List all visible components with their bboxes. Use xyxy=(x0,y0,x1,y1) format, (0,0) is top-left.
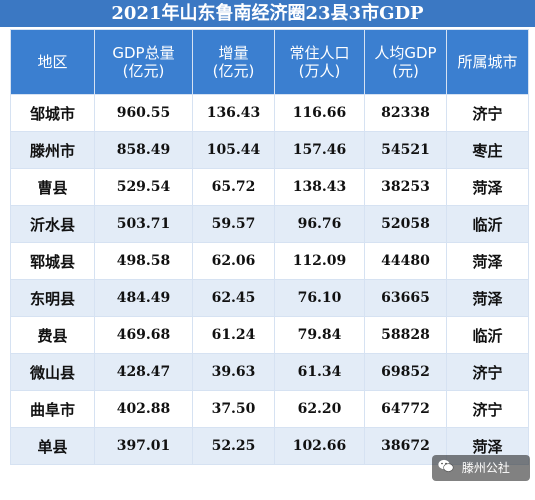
watermark: 滕州公社 xyxy=(432,455,530,481)
wechat-icon xyxy=(438,456,454,482)
value-cell: 105.44 xyxy=(192,131,275,169)
city-cell: 菏泽 xyxy=(446,168,529,206)
column-header-line: (元) xyxy=(392,62,419,80)
column-header-line: 人均GDP xyxy=(374,44,437,62)
column-header-line: 增量 xyxy=(218,44,249,62)
city-cell: 临沂 xyxy=(446,205,529,243)
value-cell: 116.66 xyxy=(274,94,365,132)
value-cell: 858.49 xyxy=(94,131,193,169)
city-cell: 菏泽 xyxy=(446,279,529,317)
value-cell: 79.84 xyxy=(274,316,365,354)
column-header-line: GDP总量 xyxy=(112,44,175,62)
table-row: 曹县 529.54 65.72 138.43 38253 菏泽 xyxy=(10,168,529,206)
table-row: 费县 469.68 61.24 79.84 58828 临沂 xyxy=(10,316,529,354)
value-cell: 62.45 xyxy=(192,279,275,317)
value-cell: 960.55 xyxy=(94,94,193,132)
region-cell: 邹城市 xyxy=(10,94,95,132)
value-cell: 397.01 xyxy=(94,427,193,465)
value-cell: 52.25 xyxy=(192,427,275,465)
region-cell: 曹县 xyxy=(10,168,95,206)
value-cell: 96.76 xyxy=(274,205,365,243)
value-cell: 58828 xyxy=(364,316,447,354)
column-header: 地区 xyxy=(10,29,95,95)
table-row: 郓城县 498.58 62.06 112.09 44480 菏泽 xyxy=(10,242,529,280)
city-cell: 临沂 xyxy=(446,316,529,354)
value-cell: 82338 xyxy=(364,94,447,132)
table-row: 沂水县 503.71 59.57 96.76 52058 临沂 xyxy=(10,205,529,243)
value-cell: 63665 xyxy=(364,279,447,317)
column-header: 所属城市 xyxy=(446,29,529,95)
column-header-line: (亿元) xyxy=(122,62,165,80)
value-cell: 76.10 xyxy=(274,279,365,317)
column-header: 增量 (亿元) xyxy=(192,29,275,95)
value-cell: 54521 xyxy=(364,131,447,169)
value-cell: 157.46 xyxy=(274,131,365,169)
value-cell: 37.50 xyxy=(192,390,275,428)
column-header-line: (亿元) xyxy=(212,62,255,80)
column-header-line: 所属城市 xyxy=(457,53,518,71)
column-header: 人均GDP (元) xyxy=(364,29,447,95)
column-header-line: 地区 xyxy=(37,53,68,71)
column-header: GDP总量 (亿元) xyxy=(94,29,193,95)
value-cell: 64772 xyxy=(364,390,447,428)
city-cell: 济宁 xyxy=(446,353,529,391)
chart-title: 2021年山东鲁南经济圈23县3市GDP xyxy=(0,0,535,27)
column-header: 常住人口 (万人) xyxy=(274,29,365,95)
value-cell: 102.66 xyxy=(274,427,365,465)
city-cell: 枣庄 xyxy=(446,131,529,169)
header-row: 地区 GDP总量 (亿元) 增量 (亿元) 常住人口 (万人) 人均GDP (元) 所属城市 xyxy=(10,29,529,95)
table-row: 东明县 484.49 62.45 76.10 63665 菏泽 xyxy=(10,279,529,317)
value-cell: 469.68 xyxy=(94,316,193,354)
region-cell: 单县 xyxy=(10,427,95,465)
region-cell: 沂水县 xyxy=(10,205,95,243)
value-cell: 136.43 xyxy=(192,94,275,132)
table-row: 邹城市 960.55 136.43 116.66 82338 济宁 xyxy=(10,94,529,132)
value-cell: 529.54 xyxy=(94,168,193,206)
region-cell: 曲阜市 xyxy=(10,390,95,428)
value-cell: 65.72 xyxy=(192,168,275,206)
value-cell: 61.34 xyxy=(274,353,365,391)
city-cell: 济宁 xyxy=(446,94,529,132)
table-row: 曲阜市 402.88 37.50 62.20 64772 济宁 xyxy=(10,390,529,428)
table-row: 微山县 428.47 39.63 61.34 69852 济宁 xyxy=(10,353,529,391)
region-cell: 微山县 xyxy=(10,353,95,391)
value-cell: 39.63 xyxy=(192,353,275,391)
value-cell: 59.57 xyxy=(192,205,275,243)
value-cell: 112.09 xyxy=(274,242,365,280)
value-cell: 138.43 xyxy=(274,168,365,206)
region-cell: 东明县 xyxy=(10,279,95,317)
value-cell: 62.06 xyxy=(192,242,275,280)
column-header-line: 常住人口 xyxy=(289,44,350,62)
table-body: 邹城市 960.55 136.43 116.66 82338 济宁 滕州市 858.49 105… xyxy=(10,94,529,465)
region-cell: 滕州市 xyxy=(10,131,95,169)
value-cell: 62.20 xyxy=(274,390,365,428)
region-cell: 费县 xyxy=(10,316,95,354)
value-cell: 402.88 xyxy=(94,390,193,428)
value-cell: 38253 xyxy=(364,168,447,206)
value-cell: 44480 xyxy=(364,242,447,280)
city-cell: 济宁 xyxy=(446,390,529,428)
value-cell: 61.24 xyxy=(192,316,275,354)
value-cell: 484.49 xyxy=(94,279,193,317)
watermark-text: 滕州公社 xyxy=(461,461,510,475)
table-row: 滕州市 858.49 105.44 157.46 54521 枣庄 xyxy=(10,131,529,169)
data-table: 地区 GDP总量 (亿元) 增量 (亿元) 常住人口 (万人) 人均GDP (元) 所属城市 邹城… xyxy=(10,29,529,465)
value-cell: 69852 xyxy=(364,353,447,391)
value-cell: 503.71 xyxy=(94,205,193,243)
value-cell: 428.47 xyxy=(94,353,193,391)
column-header-line: (万人) xyxy=(298,62,341,80)
value-cell: 52058 xyxy=(364,205,447,243)
city-cell: 菏泽 xyxy=(446,242,529,280)
region-cell: 郓城县 xyxy=(10,242,95,280)
value-cell: 498.58 xyxy=(94,242,193,280)
